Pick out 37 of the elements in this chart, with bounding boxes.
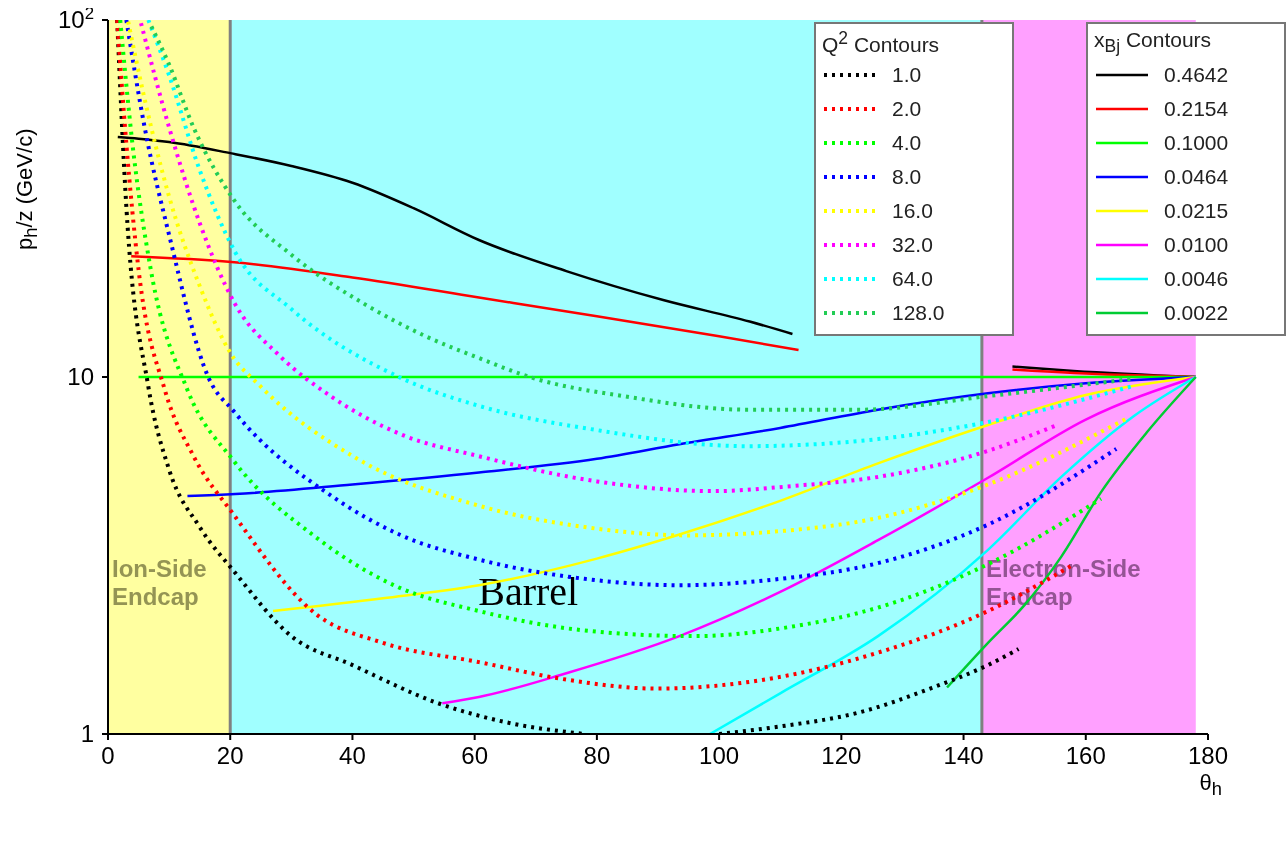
legend-label: 4.0 (892, 131, 922, 155)
x-tick-label: 100 (699, 742, 740, 769)
legend-label: 0.0464 (1164, 165, 1229, 189)
line-series (945, 375, 1198, 689)
x-tick-label: 140 (943, 742, 984, 769)
legend-label: 0.0100 (1164, 233, 1229, 257)
legend-label: 8.0 (892, 165, 922, 189)
legend-label: 16.0 (892, 199, 933, 223)
x-tick-label: 60 (461, 742, 489, 769)
x-tick-label: 120 (821, 742, 862, 769)
legend-title: Q$^{2}$ Contours (822, 28, 941, 58)
x-tick-label: 180 (1187, 742, 1229, 769)
x-tick-label: 80 (583, 742, 611, 769)
x-tick-label: 160 (1065, 742, 1106, 769)
legend-label: 64.0 (892, 267, 933, 291)
band-label: Barrel (478, 569, 579, 615)
x-tick-label: 20 (216, 742, 244, 769)
x-axis-title: θ$_{h}$ (1199, 770, 1222, 801)
band-label: Ion-Side Endcap (112, 554, 207, 610)
legend-label: 0.2154 (1164, 97, 1229, 121)
legend-label: 0.0022 (1164, 301, 1229, 325)
legend-label: 0.0215 (1164, 199, 1229, 223)
line-series (139, 21, 1058, 494)
x-tick-label: 0 (101, 742, 115, 769)
line-series (708, 375, 1198, 734)
y-tick-label: 1 (80, 720, 94, 747)
y-tick-label: 10 (67, 363, 94, 390)
legend-label: 1.0 (892, 63, 922, 87)
legend-label: 0.1000 (1164, 131, 1229, 155)
legend-label: 32.0 (892, 233, 933, 257)
legend-label: 128.0 (892, 301, 945, 325)
legend-label: 0.4642 (1164, 63, 1229, 87)
x-tick-label: 40 (339, 742, 366, 769)
annotation: x$_{Bj}$ Contours (1094, 28, 1213, 58)
legend-label: 0.0046 (1164, 267, 1229, 291)
legend-label: 2.0 (892, 97, 922, 121)
line-series (441, 375, 1198, 705)
